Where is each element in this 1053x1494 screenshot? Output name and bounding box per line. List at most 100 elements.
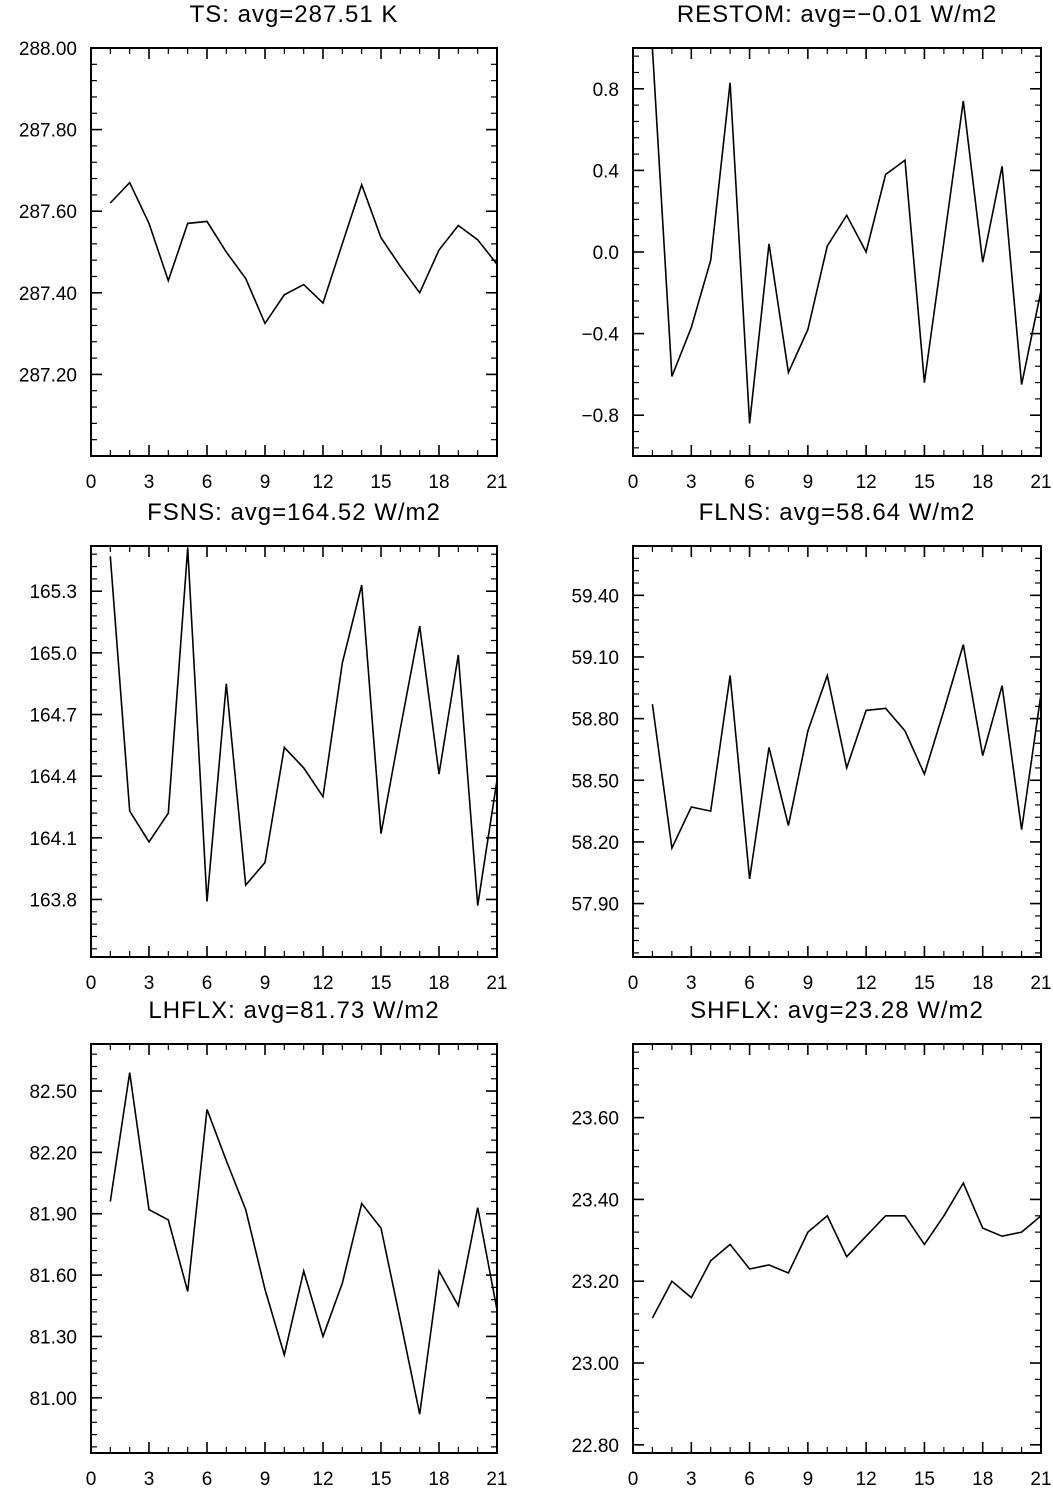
y-tick-label: 81.60 [29,1266,77,1287]
x-tick-label: 3 [686,472,697,493]
y-tick-label: 165.0 [29,644,77,665]
y-tick-label: 23.40 [571,1190,619,1211]
y-tick-label: 23.60 [571,1109,619,1130]
y-tick-label: 0.0 [593,243,619,264]
panel-2: FSNS: avg=164.52 W/m2 0 3 6 9 12 15 18 21 163.8 16… [29,499,507,994]
x-tick-label: 15 [914,472,935,493]
panel-title: SHFLX: avg=23.28 W/m2 [690,997,984,1024]
y-tick-label: 164.7 [29,706,77,727]
y-tick-label: 58.50 [571,771,619,792]
x-tick-label: 12 [856,472,877,493]
y-tick-label: 57.90 [571,895,619,916]
x-tick-label: 15 [370,472,391,493]
x-tick-label: 15 [914,1469,935,1490]
panel-title: LHFLX: avg=81.73 W/m2 [148,997,439,1024]
x-tick-label: 18 [972,1469,993,1490]
x-tick-label: 12 [312,973,333,994]
x-tick-label: 6 [202,1469,213,1490]
x-tick-label: 21 [1030,973,1051,994]
x-tick-label: 9 [260,1469,271,1490]
y-tick-label: 82.50 [29,1082,77,1103]
y-tick-label: 0.4 [593,161,620,182]
series-line [651,1181,1041,1319]
panel-5: SHFLX: avg=23.28 W/m2 0 3 6 9 12 15 18 21 22.80 23… [571,997,1051,1490]
x-tick-label: 18 [972,973,993,994]
x-tick-label: 15 [370,1469,391,1490]
y-tick-label: 164.4 [29,767,77,788]
x-tick-label: 3 [144,973,155,994]
y-tick-label: 163.8 [29,890,77,911]
y-tick-label: 0.8 [593,80,619,101]
x-tick-label: 15 [370,973,391,994]
plot-frame [632,47,1042,457]
x-tick-label: 9 [803,472,814,493]
y-tick-label: 287.80 [19,121,77,142]
x-tick-label: 12 [312,1469,333,1490]
x-tick-label: 6 [744,1469,755,1490]
panel-4: LHFLX: avg=81.73 W/m2 0 3 6 9 12 15 18 21 81.00 81… [29,997,507,1490]
x-tick-label: 21 [1030,1469,1051,1490]
series-line [109,181,497,326]
y-tick-label: 23.00 [571,1354,619,1375]
y-tick-label: 59.10 [571,648,619,669]
panel-title: RESTOM: avg=−0.01 W/m2 [677,1,997,28]
x-tick-label: 12 [312,472,333,493]
panel-title: FSNS: avg=164.52 W/m2 [147,499,441,526]
y-tick-label: 59.40 [571,586,619,607]
x-tick-label: 15 [914,973,935,994]
x-tick-label: 6 [202,973,213,994]
y-tick-label: 58.20 [571,833,619,854]
x-tick-label: 6 [744,472,755,493]
y-tick-label: 81.00 [29,1389,77,1410]
x-tick-label: 3 [686,1469,697,1490]
x-tick-label: 21 [1030,472,1051,493]
x-tick-label: 0 [86,973,97,994]
x-tick-label: 9 [260,472,271,493]
x-tick-label: 18 [972,472,993,493]
y-tick-label: 22.80 [571,1436,619,1457]
x-tick-label: 0 [628,973,639,994]
panel-title: FLNS: avg=58.64 W/m2 [699,499,976,526]
x-tick-label: 3 [144,1469,155,1490]
y-tick-label: 287.40 [19,284,77,305]
x-tick-label: 12 [856,1469,877,1490]
series-line [109,548,497,906]
x-tick-label: 0 [86,1469,97,1490]
y-tick-label: 288.00 [19,39,77,60]
x-tick-label: 0 [628,472,639,493]
y-tick-label: 165.3 [29,582,77,603]
x-tick-label: 3 [686,973,697,994]
y-tick-label: −0.8 [581,406,619,427]
x-tick-label: 21 [486,1469,507,1490]
y-tick-label: 287.20 [19,365,77,386]
panel-3: FLNS: avg=58.64 W/m2 0 3 6 9 12 15 18 21 57.90 58.… [571,499,1051,994]
x-tick-label: 9 [803,1469,814,1490]
series-line [651,48,1041,424]
x-tick-label: 0 [86,472,97,493]
series-line [651,644,1041,880]
y-tick-label: 58.80 [571,710,619,731]
x-tick-label: 9 [260,973,271,994]
plot-frame [632,1043,1042,1454]
panel-0: TS: avg=287.51 K 0 3 6 9 12 15 18 21 287.20 287.40… [19,1,508,493]
x-tick-label: 18 [428,1469,449,1490]
series-line [109,1072,497,1415]
y-tick-label: 82.20 [29,1143,77,1164]
y-tick-label: −0.4 [581,325,619,346]
x-tick-label: 18 [428,973,449,994]
y-tick-label: 81.30 [29,1327,77,1348]
x-tick-label: 21 [486,472,507,493]
y-tick-label: 23.20 [571,1272,619,1293]
x-tick-label: 18 [428,472,449,493]
x-tick-label: 6 [202,472,213,493]
x-tick-label: 3 [144,472,155,493]
x-tick-label: 0 [628,1469,639,1490]
y-tick-label: 81.90 [29,1205,77,1226]
x-tick-label: 9 [803,973,814,994]
panel-title: TS: avg=287.51 K [190,1,399,28]
x-tick-label: 12 [856,973,877,994]
y-tick-label: 287.60 [19,202,77,223]
x-tick-label: 21 [486,973,507,994]
y-tick-label: 164.1 [29,829,77,850]
